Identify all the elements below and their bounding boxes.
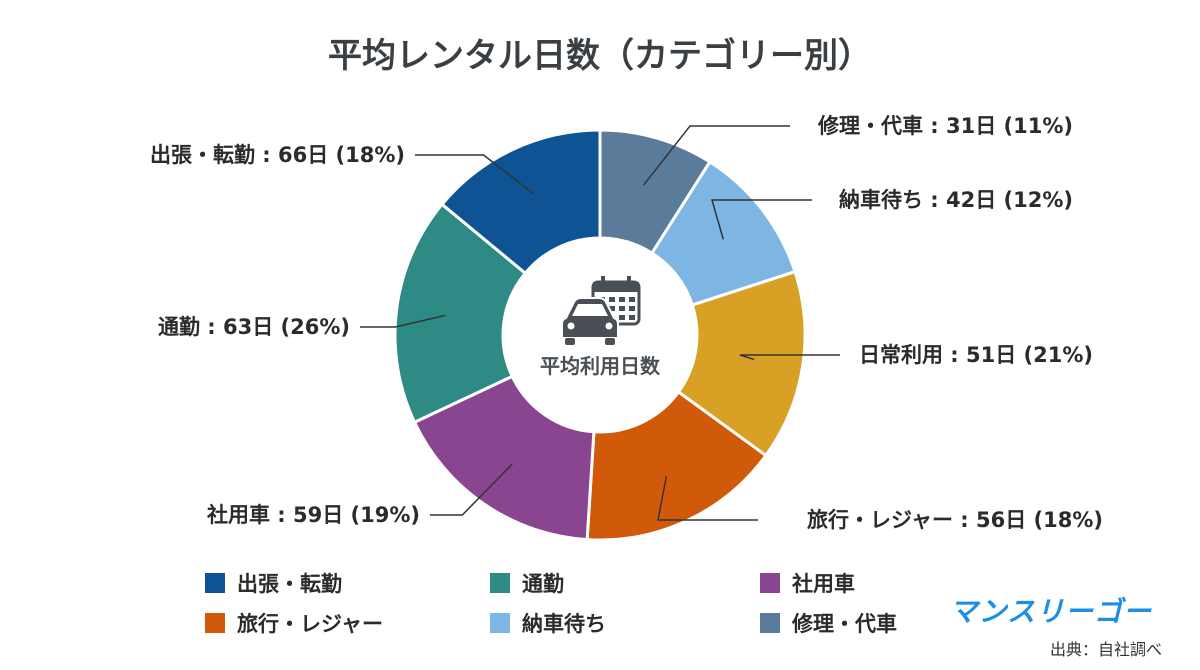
leader-line-4 [657,476,758,521]
data-label-2: 納車待ち : 42日 (12%) [839,188,1073,212]
legend: 出張・転勤 通勤 社用車旅行・レジャー 納車待ち 修理・代車 [205,568,925,638]
brand-logo: マンスリーゴー [949,595,1152,628]
slice-3 [676,269,807,458]
legend-label: 社用車 [792,572,855,596]
source-note: 出典：自社調べ [1049,640,1162,659]
legend-item: 旅行・レジャー [205,608,490,638]
legend-label: 通勤 [522,572,564,596]
slice-6 [393,202,528,425]
leader-line-7 [415,154,535,195]
legend-item: 社用車 [760,568,940,598]
center-label: 平均利用日数 [540,354,661,378]
chart-title: 平均レンタル日数（カテゴリー別） [328,36,872,76]
legend-swatch [490,613,510,633]
data-label-1: 修理・代車 : 31日 (11%) [817,114,1073,138]
car-calendar-icon [561,276,641,345]
slice-5 [412,374,596,542]
legend-label: 出張・転勤 [237,572,342,596]
legend-label: 旅行・レジャー [237,612,383,636]
data-label-7: 出張・転勤 : 66日 (18%) [150,143,405,167]
leader-line-3 [739,354,840,361]
legend-swatch [490,573,510,593]
legend-item: 納車待ち [490,608,760,638]
legend-swatch [205,573,225,593]
data-label-4: 旅行・レジャー : 56日 (18%) [807,508,1103,532]
legend-label: 納車待ち [522,612,606,636]
leader-line-2 [711,199,812,240]
data-label-5: 社用車 : 59日 (19%) [206,503,420,527]
data-label-3: 日常利用 : 51日 (21%) [859,343,1093,367]
legend-swatch [760,613,780,633]
slice-4 [585,389,768,542]
slice-7 [439,128,602,276]
legend-label: 修理・代車 [792,612,897,636]
legend-item: 出張・転勤 [205,568,490,598]
data-label-6: 通勤 : 63日 (26%) [158,315,350,339]
leader-line-1 [642,125,790,186]
legend-swatch [760,573,780,593]
legend-item: 修理・代車 [760,608,940,638]
leader-line-5 [430,463,513,516]
legend-swatch [205,613,225,633]
legend-item: 通勤 [490,568,760,598]
leader-line-6 [360,314,446,328]
